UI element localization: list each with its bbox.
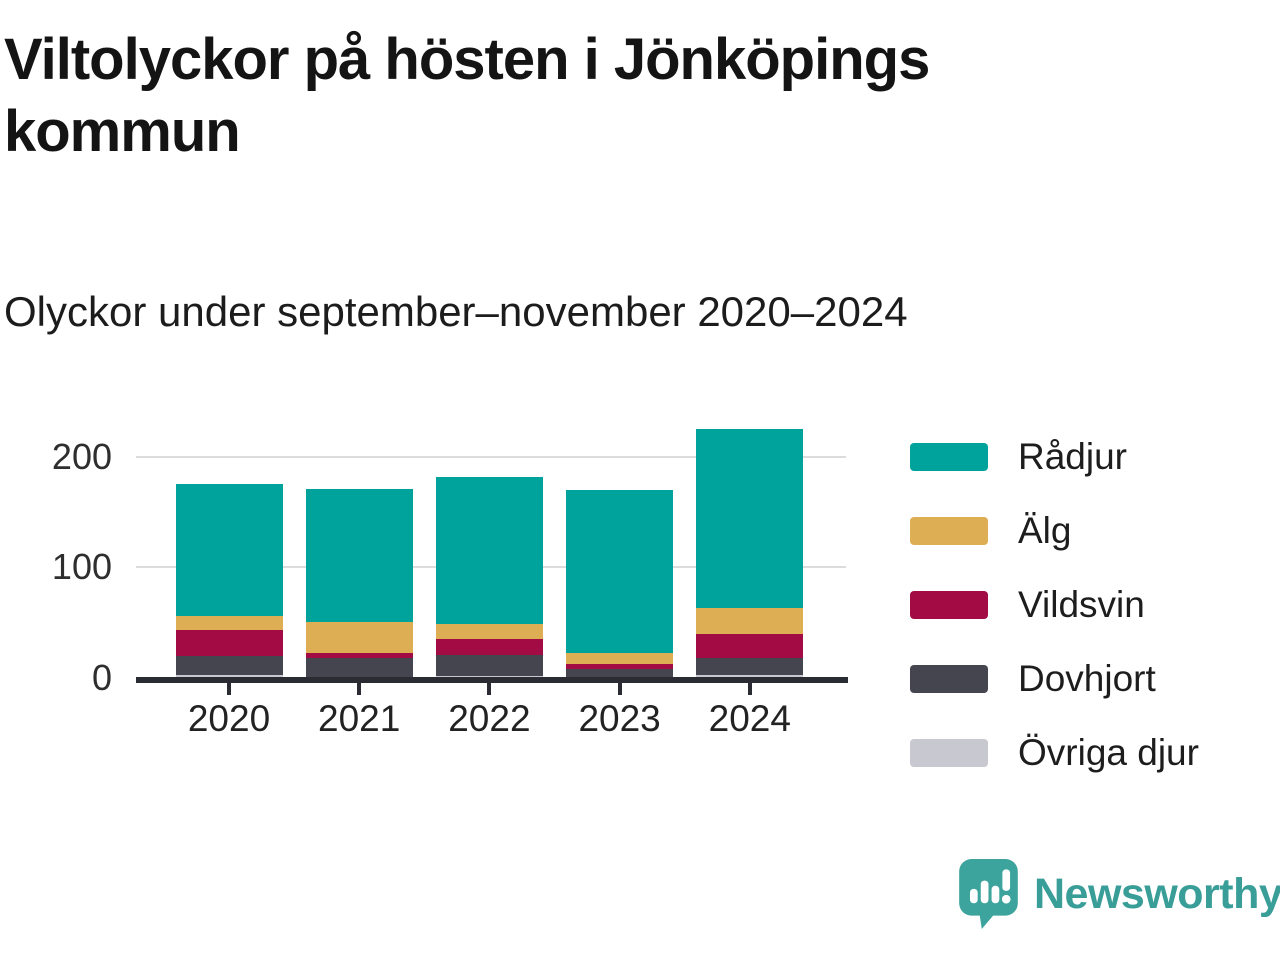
legend-label-dovhjort: Dovhjort [1018, 658, 1156, 699]
bar-segment-alg-2023 [566, 652, 674, 664]
y-axis-label-100: 100 [51, 546, 112, 588]
legend-item-vildsvin: Vildsvin [910, 584, 1199, 626]
bar-segment-alg-2020 [175, 616, 283, 631]
bar-segment-radjur-2024 [696, 428, 804, 609]
bar-segment-vildsvin-2020 [175, 630, 283, 656]
bar-segment-vildsvin-2023 [566, 663, 674, 670]
chart-legend: Rådjur Älg Vildsvin Dovhjort Övriga djur [910, 436, 1199, 774]
bar-segment-dovhjort-2022 [435, 654, 543, 676]
x-axis-label-2023: 2023 [578, 698, 661, 739]
bar-segment-dovhjort-2020 [175, 655, 283, 675]
legend-swatch-dovhjort [910, 665, 988, 693]
legend-item-ovriga-djur: Övriga djur [910, 732, 1199, 774]
brand-name: Newsworthy [1034, 869, 1280, 918]
newsworthy-logo-icon [959, 859, 1018, 929]
legend-label-radjur: Rådjur [1018, 436, 1127, 477]
y-axis-label-0: 0 [91, 657, 112, 698]
x-axis-tick-2022 [487, 683, 492, 695]
bar-segment-alg-2022 [435, 623, 543, 640]
legend-label-vildsvin: Vildsvin [1018, 584, 1145, 625]
brand-footer: Newsworthy [958, 858, 1280, 930]
bar-segment-dovhjort-2024 [696, 658, 804, 675]
legend-swatch-ovriga-djur [910, 739, 988, 767]
legend-item-alg: Älg [910, 510, 1199, 552]
x-axis-label-2022: 2022 [448, 698, 531, 739]
legend-item-dovhjort: Dovhjort [910, 658, 1199, 700]
gridline-200 [136, 455, 846, 458]
x-axis-tick-2024 [747, 683, 752, 695]
bar-segment-ovriga-djur-2020 [175, 674, 283, 678]
x-axis-tick-2023 [617, 683, 622, 695]
x-axis-label-2024: 2024 [708, 698, 791, 739]
y-axis-label-200: 200 [51, 435, 112, 477]
bar-segment-dovhjort-2023 [566, 669, 674, 678]
bar-segment-radjur-2022 [435, 476, 543, 624]
legend-item-radjur: Rådjur [910, 436, 1199, 478]
bar-segment-vildsvin-2021 [305, 652, 413, 659]
x-axis-label-2021: 2021 [318, 698, 401, 739]
x-axis-tick-2020 [227, 683, 231, 695]
legend-label-alg: Älg [1018, 510, 1072, 551]
legend-label-ovriga-djur: Övriga djur [1018, 732, 1199, 773]
bar-segment-vildsvin-2024 [696, 633, 804, 659]
bar-segment-ovriga-djur-2022 [435, 675, 543, 678]
legend-swatch-radjur [910, 443, 988, 471]
x-axis-tick-2021 [357, 683, 362, 695]
x-axis-label-2020: 2020 [187, 698, 271, 739]
bar-segment-radjur-2023 [566, 489, 674, 653]
chart-title: Viltolyckor på hösten i Jönköpings kommu… [4, 27, 930, 164]
legend-swatch-alg [910, 517, 988, 545]
bar-segment-alg-2024 [696, 608, 804, 634]
bar-segment-dovhjort-2021 [305, 658, 413, 678]
bar-segment-alg-2021 [305, 621, 413, 653]
x-axis-line [136, 677, 848, 683]
chart-subtitle: Olyckor under september–november 2020–20… [4, 288, 908, 335]
legend-swatch-vildsvin [910, 591, 988, 619]
bar-segment-ovriga-djur-2024 [696, 674, 804, 678]
bar-segment-vildsvin-2022 [435, 639, 543, 655]
bar-segment-radjur-2020 [175, 484, 283, 616]
bar-segment-radjur-2021 [305, 488, 413, 622]
